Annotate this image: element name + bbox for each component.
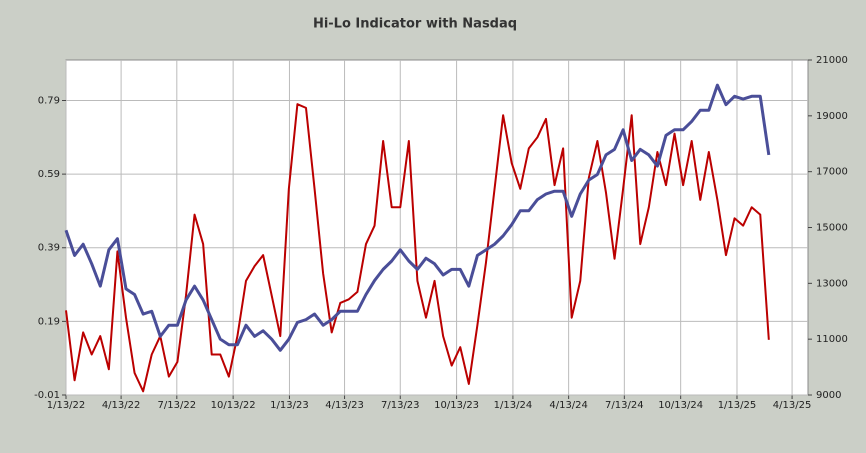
y2-tick-label: 17000 (816, 167, 848, 178)
x-tick-label: 7/13/24 (605, 400, 644, 411)
y-tick-label: 0.79 (38, 95, 60, 106)
x-tick-label: 10/13/22 (211, 400, 256, 411)
x-tick-label: 1/13/23 (270, 400, 309, 411)
x-tick-label: 4/13/23 (325, 400, 364, 411)
x-tick-label: 7/13/23 (381, 400, 420, 411)
x-tick-label: 4/13/24 (549, 400, 588, 411)
y2-tick-label: 11000 (816, 334, 848, 345)
y-tick-label: -0.01 (34, 390, 60, 401)
y-tick-label: 0.59 (38, 169, 60, 180)
y-tick-label: 0.19 (38, 316, 60, 327)
x-tick-label: 1/13/25 (718, 400, 757, 411)
chart-title: Hi-Lo Indicator with Nasdaq (313, 17, 517, 32)
y2-tick-label: 13000 (816, 278, 848, 289)
x-tick-label: 10/13/24 (658, 400, 703, 411)
x-tick-label: 7/13/22 (158, 400, 197, 411)
x-tick-label: 10/13/23 (434, 400, 479, 411)
y-tick-label: 0.39 (38, 243, 60, 254)
x-tick-label: 1/13/22 (47, 400, 86, 411)
plot-area (65, 59, 809, 396)
data-line (64, 83, 771, 352)
y2-tick-label: 19000 (816, 111, 848, 122)
y2-tick-label: 15000 (816, 223, 848, 234)
y2-tick-label: 21000 (816, 55, 848, 66)
x-tick-label: 4/13/25 (773, 400, 812, 411)
y2-tick-label: 9000 (816, 390, 841, 401)
x-tick-label: 4/13/22 (102, 400, 141, 411)
data-line (65, 103, 770, 393)
x-tick-label: 1/13/24 (494, 400, 533, 411)
